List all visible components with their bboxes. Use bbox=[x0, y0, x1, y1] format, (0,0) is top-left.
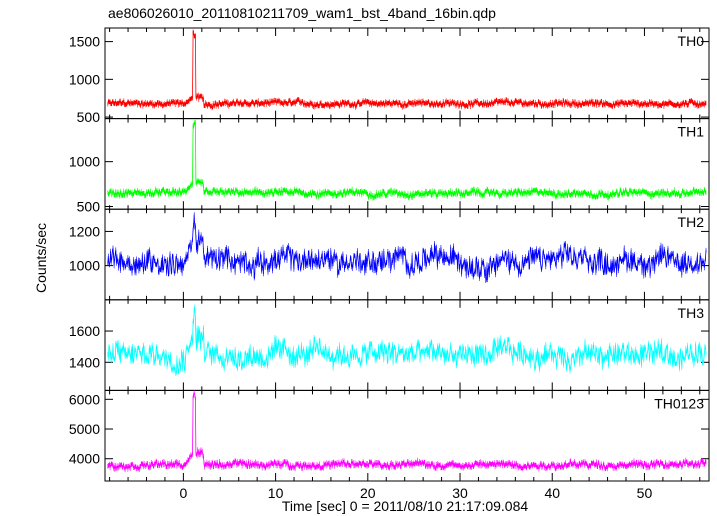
series-line-th0123 bbox=[107, 391, 707, 472]
y-tick-label: 6000 bbox=[69, 391, 100, 407]
panel-name-label: TH0 bbox=[678, 33, 705, 49]
y-tick-label: 500 bbox=[77, 199, 101, 215]
series-line-th3 bbox=[107, 306, 707, 375]
x-axis-label: Time [sec] 0 = 2011/08/10 21:17:09.084 bbox=[282, 498, 529, 514]
series-line-th1 bbox=[107, 121, 707, 200]
panel-name-label: TH1 bbox=[678, 124, 705, 140]
panel-frame bbox=[104, 389, 710, 482]
chart-title: ae806026010_20110810211709_wam1_bst_4ban… bbox=[108, 5, 496, 21]
panel-name-label: TH0123 bbox=[654, 395, 704, 411]
panel-th3: 1400 1600 TH3 bbox=[69, 299, 710, 391]
y-tick-label: 1000 bbox=[69, 154, 100, 170]
x-tick-label: 40 bbox=[544, 485, 560, 501]
series-line-th0 bbox=[107, 30, 707, 109]
y-tick-label: 500 bbox=[77, 109, 101, 125]
y-tick-label: 1000 bbox=[69, 71, 100, 87]
panel-th2: 1000 1200 TH2 bbox=[69, 208, 710, 301]
panel-th0: 500 1000 1500 TH0 bbox=[69, 27, 710, 125]
y-tick-label: 1600 bbox=[69, 323, 100, 339]
y-tick-label: 4000 bbox=[69, 451, 100, 467]
panel-frame bbox=[104, 208, 710, 301]
y-tick-label: 5000 bbox=[69, 421, 100, 437]
panel-name-label: TH2 bbox=[678, 214, 705, 230]
series-errorbars-th1 bbox=[107, 119, 707, 201]
y-tick-label: 1400 bbox=[69, 354, 100, 370]
series-errorbars-th0 bbox=[107, 29, 707, 111]
y-axis-label: Counts/sec bbox=[33, 223, 49, 293]
series-errorbars-th0123 bbox=[107, 390, 707, 472]
y-tick-label: 1200 bbox=[69, 223, 100, 239]
y-tick-label: 1000 bbox=[69, 258, 100, 274]
panel-frame bbox=[104, 299, 710, 391]
series-line-th2 bbox=[107, 214, 707, 283]
panel-th1: 500 1000 TH1 bbox=[69, 118, 710, 215]
x-tick-label: 50 bbox=[637, 485, 653, 501]
x-tick-label: 30 bbox=[452, 485, 468, 501]
y-tick-label: 1500 bbox=[69, 34, 100, 50]
panel-th0123: 4000 5000 6000 TH0123 bbox=[69, 389, 710, 482]
panel-name-label: TH3 bbox=[678, 305, 705, 321]
x-tick-label: 20 bbox=[360, 485, 376, 501]
x-tick-label: 10 bbox=[268, 485, 284, 501]
x-tick-label: 0 bbox=[179, 485, 187, 501]
